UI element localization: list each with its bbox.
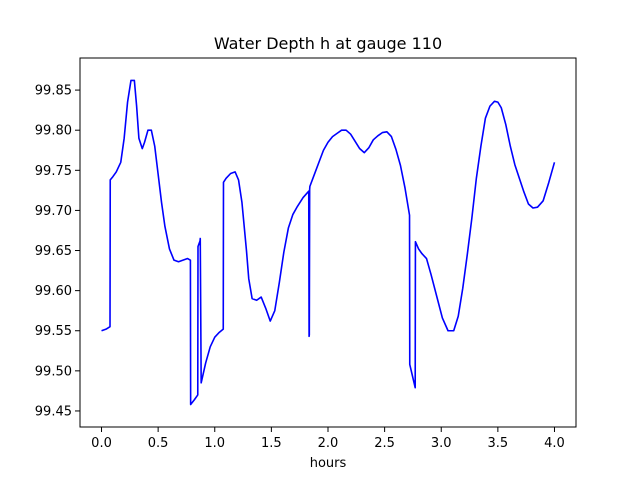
series-line — [101, 79, 556, 406]
x-tick-label: 0.5 — [148, 436, 169, 451]
y-tick-label: 99.50 — [35, 364, 72, 379]
x-tick-label: 4.0 — [544, 436, 565, 451]
x-axis: 0.0 0.5 1.0 1.5 2.0 2.5 3.0 3.5 4.0 — [91, 427, 565, 451]
x-axis-label: hours — [310, 456, 347, 471]
y-tick-label: 99.60 — [35, 284, 72, 299]
y-tick-label: 99.70 — [35, 204, 72, 219]
y-tick-label: 99.55 — [35, 324, 72, 339]
x-tick-label: 2.0 — [318, 436, 339, 451]
x-tick-label: 0.0 — [91, 436, 112, 451]
x-tick-label: 3.0 — [431, 436, 452, 451]
y-tick-label: 99.45 — [35, 404, 72, 419]
x-tick-label: 1.5 — [261, 436, 282, 451]
y-tick-label: 99.85 — [35, 84, 72, 99]
y-tick-label: 99.75 — [35, 164, 72, 179]
x-tick-label: 1.0 — [204, 436, 225, 451]
chart-title: Water Depth h at gauge 110 — [214, 34, 442, 53]
x-tick-label: 3.5 — [488, 436, 509, 451]
y-axis: 99.45 99.50 99.55 99.60 99.65 99.70 99.75 99.80… — [35, 84, 80, 419]
x-tick-label: 2.5 — [374, 436, 395, 451]
y-tick-label: 99.65 — [35, 244, 72, 259]
y-tick-label: 99.80 — [35, 124, 72, 139]
